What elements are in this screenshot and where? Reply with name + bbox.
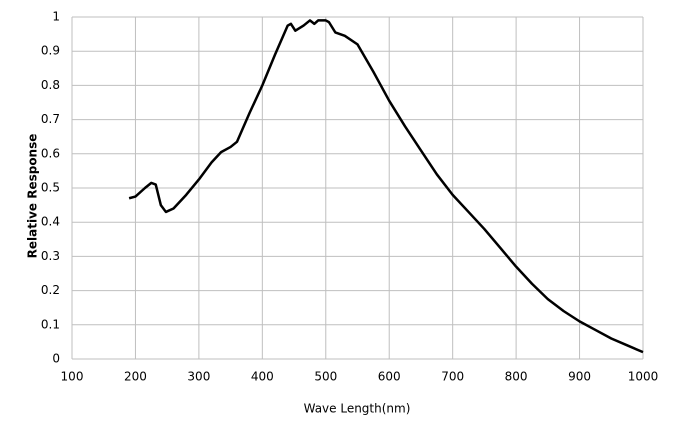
y-tick-label: 0.6 bbox=[41, 146, 60, 160]
data-line bbox=[128, 19, 644, 354]
x-tick-label: 300 bbox=[187, 370, 210, 384]
y-axis-label: Relative Response bbox=[26, 134, 40, 259]
x-tick-label: 800 bbox=[505, 370, 528, 384]
x-tick-label: 900 bbox=[568, 370, 591, 384]
x-tick-label: 400 bbox=[251, 370, 274, 384]
x-tick-label: 600 bbox=[378, 370, 401, 384]
y-tick-label: 0.9 bbox=[41, 44, 60, 58]
x-tick-label: 700 bbox=[441, 370, 464, 384]
y-tick-label: 1 bbox=[52, 10, 60, 24]
y-tick-label: 0.3 bbox=[41, 249, 60, 263]
x-tick-label: 500 bbox=[314, 370, 337, 384]
y-tick-label: 0.4 bbox=[41, 215, 60, 229]
x-axis-label: Wave Length(nm) bbox=[304, 402, 411, 416]
x-tick-label: 1000 bbox=[628, 370, 659, 384]
y-tick-label: 0.1 bbox=[41, 317, 60, 331]
y-tick-label: 0 bbox=[52, 352, 60, 366]
x-tick-label: 100 bbox=[61, 370, 84, 384]
y-tick-label: 0.2 bbox=[41, 283, 60, 297]
y-tick-label: 0.7 bbox=[41, 112, 60, 126]
y-tick-label: 0.8 bbox=[41, 78, 60, 92]
y-tick-label: 0.5 bbox=[41, 181, 60, 195]
x-tick-label: 200 bbox=[124, 370, 147, 384]
